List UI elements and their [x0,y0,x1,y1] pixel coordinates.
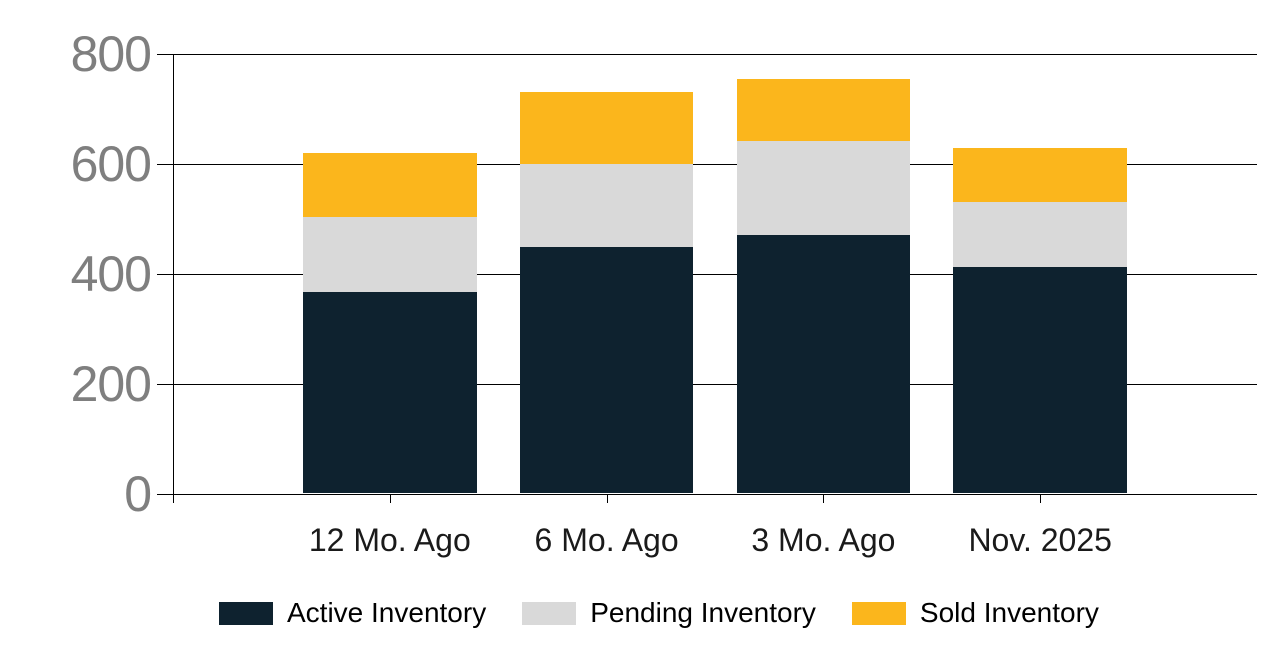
y-tick-800 [157,54,173,55]
bar-12-mo-ago-sold-inventory [303,152,477,218]
x-label-nov-2025: Nov. 2025 [968,522,1112,558]
bar-6-mo-ago-active-inventory [519,246,694,494]
bar-6-mo-ago-sold-inventory [519,92,694,164]
bar-nov-2025-active-inventory [953,267,1127,494]
x-tick-3-mo-ago [823,493,825,503]
legend-item-active-inventory: Active Inventory [219,597,486,629]
x-tick-12-mo-ago [389,493,391,503]
y-tick-label-800: 800 [70,26,152,82]
legend-label-sold-inventory: Sold Inventory [919,597,1099,628]
legend-swatch-pending-inventory [522,601,577,625]
y-tick-label-600: 600 [70,135,152,192]
bar-3-mo-ago-pending-inventory [736,140,911,236]
bar-12-mo-ago-active-inventory [303,291,477,494]
bar-3-mo-ago-active-inventory [736,235,911,494]
legend-item-pending-inventory: Pending Inventory [522,597,816,629]
legend-swatch-active-inventory [219,601,273,625]
gridline-400 [173,273,1257,275]
bar-nov-2025-pending-inventory [953,201,1127,268]
x-axis-baseline [173,493,1257,495]
bar-12-mo-ago-pending-inventory [303,217,477,292]
y-tick-200 [157,383,173,385]
x-label-3-mo-ago: 3 Mo. Ago [751,522,896,558]
legend-item-sold-inventory: Sold Inventory [851,597,1099,629]
y-tick-0 [157,493,173,495]
bar-6-mo-ago-pending-inventory [519,163,694,247]
x-label-12-mo-ago: 12 Mo. Ago [308,522,471,558]
x-tick-nov-2025 [1040,493,1042,503]
legend-label-active-inventory: Active Inventory [287,597,487,628]
legend-label-pending-inventory: Pending Inventory [590,597,816,628]
x-tick-6-mo-ago [606,493,608,503]
legend: Active Inventory Pending Inventory Sold In… [219,597,1099,629]
bar-3-mo-ago-sold-inventory [736,79,911,141]
x-label-6-mo-ago: 6 Mo. Ago [534,522,679,558]
y-tick-600 [157,163,173,165]
y-tick-label-200: 200 [70,355,152,412]
bar-nov-2025-sold-inventory [953,147,1127,202]
gridline-600 [173,163,1257,165]
y-tick-label-0: 0 [124,465,152,522]
gridline-200 [173,383,1257,385]
legend-swatch-sold-inventory [851,601,906,625]
gridline-800 [173,54,1257,55]
y-tick-label-400: 400 [70,245,152,302]
y-tick-400 [157,273,173,275]
y-axis-line [173,54,174,503]
